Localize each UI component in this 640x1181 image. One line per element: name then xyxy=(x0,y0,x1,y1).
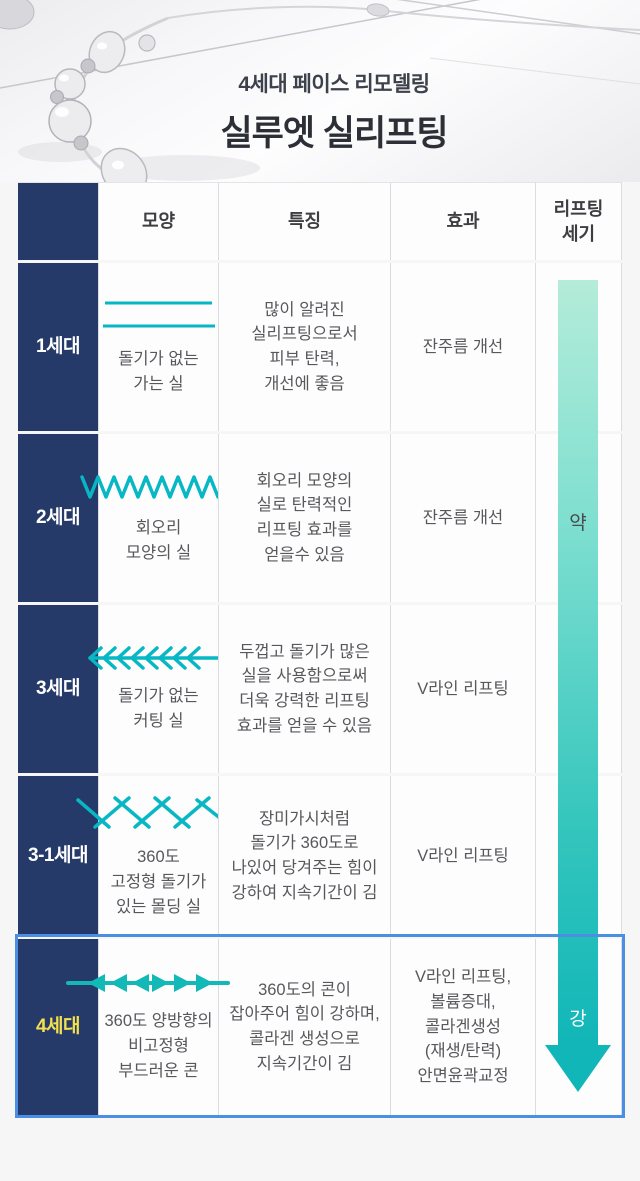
strength-column-cell xyxy=(535,776,622,936)
header-effect: 효과 xyxy=(390,182,535,260)
row-gen3-1-feature: 장미가시처럼 돌기가 360도로 나있어 당겨주는 힘이 강하여 지속기간이 김 xyxy=(218,776,390,936)
row-gen2-label: 2세대 xyxy=(18,434,98,602)
header-strength: 리프팅 세기 xyxy=(535,182,622,260)
row-gen1-feature: 많이 알려진 실리프팅으로서 피부 탄력, 개선에 좋음 xyxy=(218,263,390,431)
header-generation-cell xyxy=(18,182,98,260)
row-gen4-shape: 360도 양방향의 비고정형 부드러운 콘 xyxy=(65,939,230,1115)
row-gen3-label: 3세대 xyxy=(18,605,98,773)
plain-thin-thread-icon xyxy=(102,301,215,328)
row-gen1-shape: 돌기가 없는 가는 실 xyxy=(98,263,218,431)
molding-thread-icon xyxy=(75,796,227,830)
shape-label: 돌기가 없는 가는 실 xyxy=(118,349,199,393)
strength-column-cell xyxy=(535,263,622,431)
row-gen4-feature: 360도의 콘이 잡아주어 힘이 강하며, 콜라겐 생성으로 지속기간이 김 xyxy=(218,939,390,1115)
spiral-thread-icon xyxy=(79,475,226,499)
bidirectional-cone-thread-icon xyxy=(65,974,230,993)
row-gen2-feature: 회오리 모양의 실로 탄력적인 리프팅 효과를 얻을수 있음 xyxy=(218,434,390,602)
row-gen4-label: 4세대 xyxy=(18,939,98,1115)
row-gen2-shape: 회오리 모양의 실 xyxy=(79,434,226,602)
row-gen3-feature: 두껍고 돌기가 많은 실을 사용함으로써 더욱 강력한 리프팅 효과를 얻을 수… xyxy=(218,605,390,773)
row-gen3-1-effect: V라인 리프팅 xyxy=(390,776,535,936)
comparison-table: 모양 특징 효과 리프팅 세기 1세대 돌기가 없는 가는 실 많이 알려진 실… xyxy=(15,182,625,1118)
hero-titles: 4세대 페이스 리모델링 실루엣 실리프팅 xyxy=(0,68,640,156)
row-gen3-1-shape: 360도 고정형 돌기가 있는 몰딩 실 xyxy=(75,776,227,936)
thread-photo xyxy=(0,0,640,182)
shape-label: 회오리 모양의 실 xyxy=(125,518,192,562)
header-feature: 특징 xyxy=(218,182,390,260)
row-gen3-effect: V라인 리프팅 xyxy=(390,605,535,773)
row-gen1-label: 1세대 xyxy=(18,263,98,431)
hero-banner: 4세대 페이스 리모델링 실루엣 실리프팅 xyxy=(0,0,640,182)
row-gen4-effect: V라인 리프팅, 볼륨증대, 콜라겐생성 (재생/탄력) 안면윤곽교정 xyxy=(390,939,535,1115)
row-gen1-effect: 잔주름 개선 xyxy=(390,263,535,431)
shape-label: 돌기가 없는 커팅 실 xyxy=(118,686,199,730)
shape-label: 360도 양방향의 비고정형 부드러운 콘 xyxy=(104,1012,213,1080)
hero-subtitle: 4세대 페이스 리모델링 xyxy=(238,73,430,96)
strength-column-cell xyxy=(535,434,622,602)
page-title: 실루엣 실리프팅 xyxy=(220,114,448,153)
header-shape: 모양 xyxy=(98,182,218,260)
row-gen2-effect: 잔주름 개선 xyxy=(390,434,535,602)
row-gen3-1-label: 3-1세대 xyxy=(18,776,98,936)
shape-label: 360도 고정형 돌기가 있는 몰딩 실 xyxy=(110,848,207,916)
row-gen3-shape: 돌기가 없는 커팅 실 xyxy=(87,605,224,773)
cutting-thread-icon xyxy=(87,646,224,670)
strength-column-cell xyxy=(535,605,622,773)
strength-column-cell xyxy=(535,939,622,1115)
